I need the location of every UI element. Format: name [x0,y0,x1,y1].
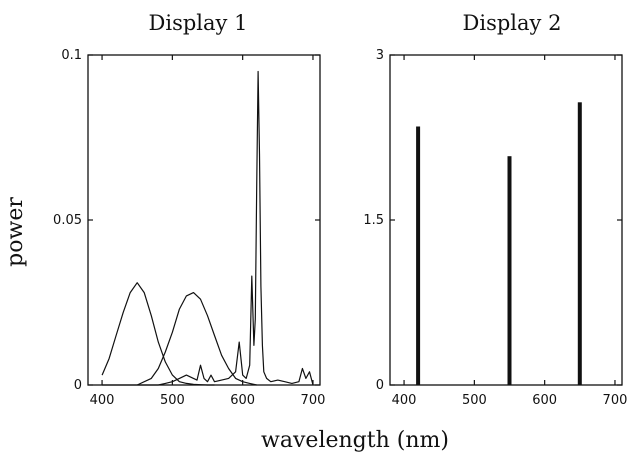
display-2-ytick-label: 0 [376,378,384,393]
display-1-panel: Display 1 400 500 600 700 0 0.05 0.1 [53,11,325,408]
display-2-bar [577,102,582,386]
display-2-axes-frame [389,54,623,386]
display-1-title: Display 1 [149,11,248,35]
y-axis-label: power [3,197,28,267]
display-1-xtick-label: 600 [230,393,255,408]
display-1-xtick-label: 700 [301,393,326,408]
display-1-axes-frame [87,54,321,386]
display-2-ticks: 400 500 600 700 0 1.5 3 [363,48,627,408]
display-1-ticks: 400 500 600 700 0 0.05 0.1 [53,48,325,408]
display-1-xtick-label: 500 [160,393,185,408]
display-1-series-2-line [136,292,257,386]
display-1-xtick-label: 400 [90,393,115,408]
display-2-ytick-label: 1.5 [363,213,384,228]
display-2-title: Display 2 [463,11,562,35]
display-1-ytick-label: 0.1 [61,48,82,63]
display-2-bar [416,126,421,385]
display-1-ytick-label: 0 [74,378,82,393]
display-1-curves [101,70,314,386]
display-1-series-3-line [102,70,314,386]
display-2-bar [507,156,512,385]
display-2-xtick-label: 500 [462,393,487,408]
x-axis-label: wavelength (nm) [261,428,449,453]
display-1-ytick-label: 0.05 [53,213,82,228]
display-2-xtick-label: 700 [603,393,628,408]
display-2-xtick-label: 400 [392,393,417,408]
display-2-ytick-label: 3 [376,48,384,63]
display-2-panel: Display 2 400 500 600 700 0 1.5 3 [363,11,627,408]
display-1-series-1-line [101,282,215,386]
display-2-bars [416,102,582,386]
display-2-xtick-label: 600 [532,393,557,408]
